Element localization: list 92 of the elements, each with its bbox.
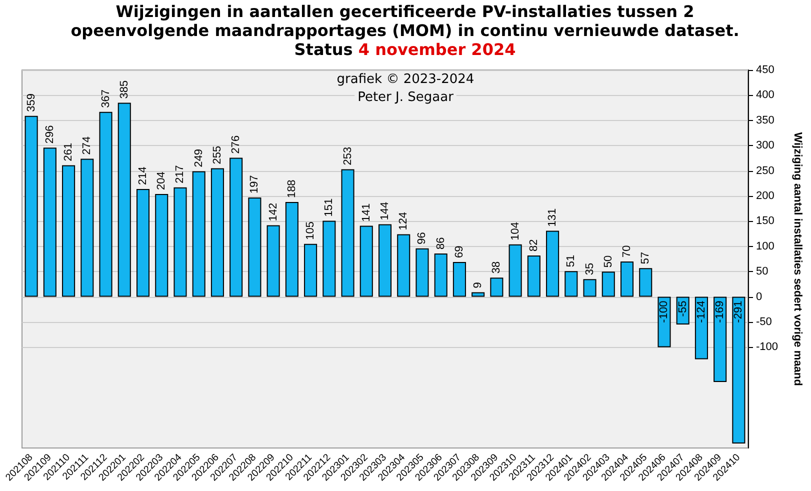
data-label: 274 [81,136,94,155]
data-label: 105 [304,222,317,240]
data-label: -124 [695,300,708,323]
y-tick-label: 350 [756,114,774,126]
bar [248,198,262,297]
annotation: grafiek © 2023-2024 [336,72,474,87]
bar [118,102,131,297]
chart-subtitle: 4 november 2024 [358,40,516,59]
data-label: 144 [379,202,391,220]
bar [210,168,224,297]
data-label: -55 [676,300,689,317]
bar [155,194,168,297]
data-label: 57 [640,252,652,264]
bar [508,244,522,297]
bar [99,112,112,297]
data-label: -169 [714,300,726,323]
data-label: 296 [44,125,56,144]
annotation: Peter J. Segaar [358,90,454,105]
data-label: 96 [416,232,428,244]
bar [620,262,634,297]
bar [378,224,392,297]
bar [452,262,466,297]
bar [43,148,56,297]
y-tick-label: 250 [756,164,774,177]
bar [304,244,318,297]
data-label: -291 [732,300,745,323]
data-label: 104 [509,222,522,240]
data-label: 253 [342,146,354,166]
data-label: 359 [25,94,38,112]
data-label: 276 [230,135,242,154]
y-tick-label: 50 [756,266,768,278]
data-label: 214 [137,166,149,185]
bar [192,171,206,297]
data-label: 217 [174,165,186,184]
y-tick-label: -50 [756,316,772,328]
bar [694,296,708,360]
bar [322,220,336,297]
data-label: 50 [602,255,614,268]
data-label: 367 [100,89,112,108]
data-label: 255 [211,146,224,164]
y-tick-label: 400 [756,89,774,102]
bar [285,202,298,297]
y-tick-label: 150 [756,215,774,228]
bar [639,268,652,297]
bar [80,158,94,297]
bar [230,158,243,297]
data-label: 70 [621,245,633,258]
data-label: 204 [156,172,168,190]
bar [341,169,354,297]
data-label: 82 [528,239,540,252]
data-label: 385 [118,80,130,99]
bar [714,296,727,382]
data-label: 69 [453,246,466,258]
data-label: 142 [267,202,280,222]
data-label: 38 [490,261,503,274]
bar [732,296,746,444]
bar [174,187,187,297]
data-label: 151 [323,198,336,217]
y-axis-title: Wijziging aantal installaties sedert vorige maand [792,132,804,386]
data-label: 197 [248,175,261,194]
y-tick-label: -100 [756,341,778,354]
data-label: 131 [546,208,559,227]
data-label: 124 [398,212,410,230]
bar [136,188,150,297]
y-tick-label: 300 [756,140,774,152]
bar [416,248,429,297]
data-label: 51 [565,254,578,268]
y-tick-label: 200 [756,190,774,202]
data-label: 141 [360,203,372,222]
bar [472,292,485,297]
data-label: 9 [472,282,484,288]
bar [546,230,560,297]
bar [583,279,596,297]
bar [564,271,578,297]
bar [397,234,410,297]
bar [490,278,504,297]
y-tick-label: 100 [756,240,774,252]
bar [62,165,76,297]
bar [434,253,448,297]
bar [360,226,373,297]
data-label: 249 [192,148,205,168]
data-label: -100 [658,300,670,323]
bar [527,255,540,297]
y-tick-label: 0 [756,290,762,303]
y-tick-label: 450 [756,64,774,76]
bar [602,272,615,297]
bar [266,225,280,297]
data-label: 261 [62,142,75,162]
data-label: 188 [286,180,298,198]
data-label: 35 [584,262,596,276]
data-label: 86 [434,237,447,250]
bar [24,116,38,297]
